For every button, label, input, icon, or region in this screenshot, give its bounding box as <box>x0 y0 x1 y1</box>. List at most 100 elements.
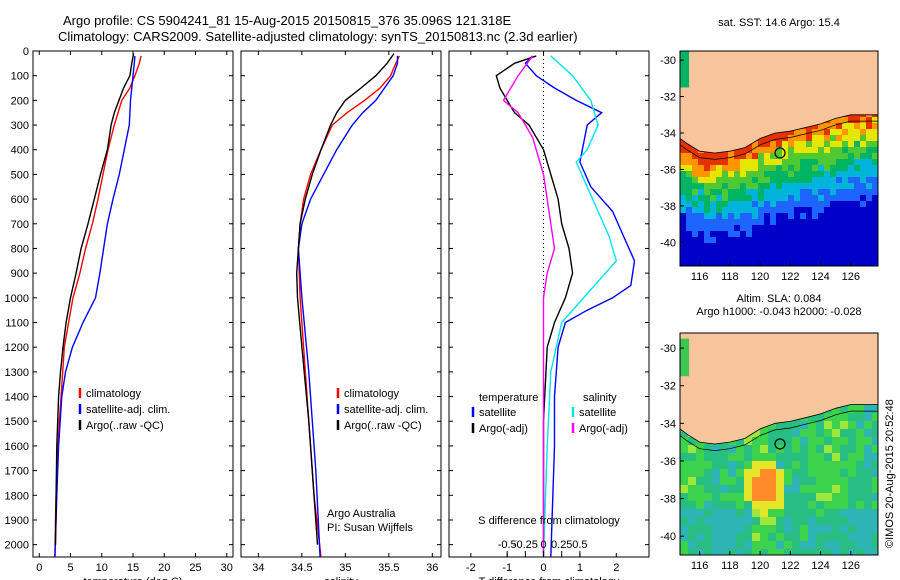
sst-cell <box>788 219 795 226</box>
sla-cell <box>760 437 769 446</box>
sla-cell <box>872 477 878 486</box>
sst-cell <box>860 141 867 148</box>
sla-cell <box>720 517 729 526</box>
sla-cell <box>736 533 745 542</box>
sst-cell <box>704 201 711 208</box>
sst-cell <box>704 177 711 184</box>
sst-cell <box>818 123 825 130</box>
sst-cell <box>728 225 735 232</box>
sst-lon-label: 118 <box>721 271 739 283</box>
diff-legend-label: Argo(-adj) <box>479 423 528 435</box>
sst-cell <box>806 255 813 262</box>
sst-cell <box>710 213 717 220</box>
sst-cell <box>770 237 777 244</box>
sst-cell <box>680 153 687 160</box>
sla-cell <box>840 517 849 526</box>
sst-cell <box>794 243 801 250</box>
sla-cell <box>704 477 713 486</box>
sst-cell <box>866 225 873 232</box>
sst-cell <box>806 147 813 154</box>
sst-cell <box>710 201 717 208</box>
sst-cell <box>800 129 807 136</box>
sst-cell <box>848 147 855 154</box>
sst-cell <box>734 201 741 208</box>
sla-lat-label: -36 <box>660 456 676 468</box>
sst-cell <box>842 177 849 184</box>
sla-cell <box>736 477 745 486</box>
sst-cell <box>842 171 849 178</box>
sla-cell <box>832 477 841 486</box>
sst-cell <box>680 147 687 154</box>
sla-cell <box>760 493 769 502</box>
sst-cell <box>758 153 765 160</box>
sst-cell <box>854 237 861 244</box>
depth-tick-label: 400 <box>11 145 29 157</box>
sst-cell <box>692 177 699 184</box>
sst-cell <box>854 165 861 172</box>
sla-cell <box>784 541 793 550</box>
sst-cell <box>764 225 771 232</box>
sla-cell <box>736 453 745 462</box>
sst-cell <box>818 129 825 136</box>
sst-cell <box>710 225 717 232</box>
sst-cell <box>752 237 759 244</box>
sla-cell <box>856 525 865 534</box>
sst-cell <box>740 207 747 214</box>
sla-cell <box>800 525 809 534</box>
sla-cell <box>752 525 761 534</box>
sst-cell <box>776 195 783 202</box>
sst-cell <box>824 201 831 208</box>
sst-cell <box>836 135 843 142</box>
sla-cell <box>848 429 857 438</box>
sla-cell <box>768 437 777 446</box>
sla-cell <box>832 501 841 510</box>
sst-cell <box>716 225 723 232</box>
sst-cell <box>782 165 789 172</box>
sst-cell <box>854 183 861 190</box>
sst-cell <box>734 231 741 238</box>
sla-cell <box>832 421 841 430</box>
sst-cell <box>830 243 837 250</box>
sst-cell <box>728 249 735 256</box>
sst-cell <box>812 225 819 232</box>
sla-cell <box>696 493 705 502</box>
sst-cell <box>758 261 765 266</box>
sla-cell <box>824 429 833 438</box>
sst-cell <box>812 237 819 244</box>
sla-cell <box>792 533 801 542</box>
depth-tick-label: 700 <box>11 219 29 231</box>
sst-cell <box>782 189 789 196</box>
sst-cell <box>842 201 849 208</box>
sst-cell <box>692 225 699 232</box>
sla-cell <box>816 485 825 494</box>
sla-cell <box>872 485 878 494</box>
sla-cell <box>744 493 753 502</box>
sst-cell <box>698 195 705 202</box>
sst-cell <box>848 135 855 142</box>
sla-cell <box>872 541 878 550</box>
sst-cell <box>728 237 735 244</box>
sst-cell <box>704 249 711 256</box>
sla-cell <box>872 429 878 438</box>
sst-cell <box>872 123 878 130</box>
sst-cell <box>842 207 849 214</box>
sla-cell <box>728 485 737 494</box>
sst-cell <box>782 159 789 166</box>
sst-cell <box>854 171 861 178</box>
sla-cell <box>768 453 777 462</box>
sst-cell <box>848 243 855 250</box>
sla-cell <box>872 469 878 478</box>
sla-cell <box>760 429 769 438</box>
sst-cell <box>728 195 735 202</box>
sst-cell <box>818 177 825 184</box>
sst-lon-label: 116 <box>691 271 709 283</box>
sla-cell <box>848 461 857 470</box>
depth-tick-label: 600 <box>11 194 29 206</box>
sst-cell <box>812 177 819 184</box>
sst-cell <box>770 249 777 256</box>
sla-cell <box>680 493 689 502</box>
sst-cell <box>848 189 855 196</box>
difference-xtick-label: 1 <box>577 562 583 574</box>
sst-cell <box>794 141 801 148</box>
sst-cell <box>860 231 867 238</box>
